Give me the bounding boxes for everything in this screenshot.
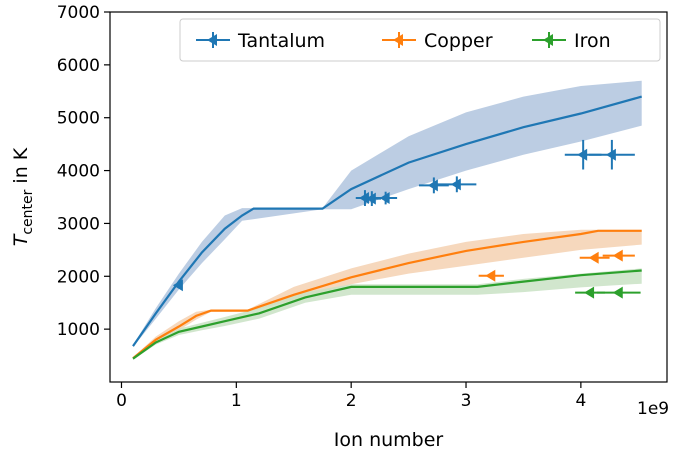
copper-model-line [132,229,642,360]
y-tick-label-6: 7000 [57,3,100,23]
measured-points [172,139,641,299]
y-axis-label: Tcenter in K [10,147,36,246]
y-tick-label-3: 4000 [57,162,100,182]
tantalum-band [133,80,642,348]
iron-model-line [132,269,642,360]
x-tick-label-4: 4 [575,391,586,411]
legend-label-copper: Copper [424,30,493,52]
y-tick-label-2: 3000 [57,214,100,234]
y-tick-label-4: 5000 [57,109,100,129]
legend: Tantalum Copper Iron [179,18,661,62]
legend-label-iron: Iron [574,30,611,52]
tantalum-point-5 [437,176,477,193]
y-tick-label-5: 6000 [57,56,100,76]
tantalum-point-7 [588,139,635,170]
x-tick-label-3: 3 [461,391,472,411]
x-axis: 0 1 2 3 4 [116,382,586,411]
plot-frame [109,11,668,383]
copper-point-0 [478,269,504,282]
y-label-unit: in K [10,147,32,189]
tantalum-point-3 [374,191,398,205]
legend-item-copper: Copper [382,30,493,52]
y-tick-label-1: 2000 [57,267,100,287]
iron-point-1 [596,286,641,299]
x-tick-label-1: 1 [231,391,242,411]
x-tick-label-2: 2 [346,391,357,411]
y-label-symbol: T [10,233,32,246]
legend-box [179,18,661,62]
legend-item-tantalum: Tantalum [196,30,325,52]
legend-item-iron: Iron [532,30,611,52]
copper-band [133,229,642,360]
y-label-subscript: center [20,189,36,234]
x-axis-label: Ion number [334,429,444,451]
y-tick-label-0: 1000 [57,320,100,340]
tantalum-point-4 [418,177,449,194]
uncertainty-bands [133,80,642,360]
legend-label-tantalum: Tantalum [237,30,325,52]
y-axis: 1000 2000 3000 4000 5000 6000 7000 [57,3,110,340]
tantalum-model-line [132,95,642,347]
x-tick-label-0: 0 [116,391,127,411]
model-lines [132,95,642,360]
iron-band [133,268,642,360]
x-offset-text: 1e9 [637,399,669,419]
copper-point-2 [602,249,635,262]
tantalum-point-0 [172,279,183,292]
copper-point-1 [579,251,610,264]
